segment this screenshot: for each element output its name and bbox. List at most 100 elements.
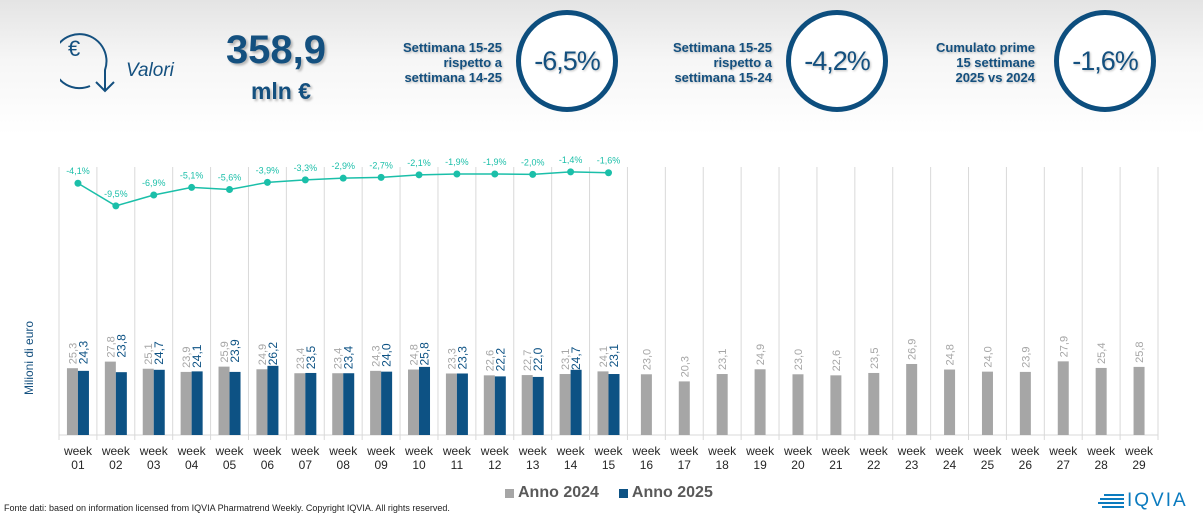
- variation-label: -2,0%: [521, 157, 545, 167]
- x-tick-label: week: [404, 444, 434, 458]
- data-label-2025: 22,2: [493, 348, 507, 372]
- x-tick-label: 04: [185, 458, 199, 472]
- x-tick-label: week: [177, 444, 207, 458]
- variation-point: [188, 183, 196, 191]
- x-tick-label: week: [215, 444, 245, 458]
- bar-2024: [1057, 361, 1069, 435]
- x-tick-label: 21: [829, 458, 843, 472]
- bar-2024: [521, 375, 533, 435]
- variation-point: [301, 176, 309, 184]
- kpi-label-line: Settimana 15-25: [673, 40, 772, 55]
- data-label-2024: 27,9: [1058, 336, 1070, 357]
- bar-2024: [483, 375, 495, 435]
- x-tick-label: week: [1048, 444, 1078, 458]
- x-tick-label: week: [935, 444, 965, 458]
- kpi-circle-week-vs-last-year: -4,2%: [786, 10, 888, 112]
- x-tick-label: week: [821, 444, 851, 458]
- weekly-sales-chart: 25,324,3week0127,823,8week0225,124,7week…: [58, 155, 1159, 472]
- bar-2025: [153, 369, 165, 435]
- x-tick-label: 12: [488, 458, 502, 472]
- kpi-circle-cumulative: -1,6%: [1054, 10, 1156, 112]
- bar-2024: [678, 381, 690, 435]
- x-tick-label: 15: [602, 458, 616, 472]
- data-label-2024: 27,8: [105, 336, 117, 357]
- x-tick-label: 13: [526, 458, 540, 472]
- x-tick-label: week: [252, 444, 282, 458]
- data-label-2024: 24,1: [598, 346, 610, 367]
- data-label-2024: 25,9: [219, 341, 231, 362]
- bar-2024: [597, 371, 609, 435]
- x-tick-label: week: [669, 444, 699, 458]
- legend-swatch-2024: [505, 488, 514, 498]
- data-label-2024: 23,9: [181, 346, 193, 367]
- bar-2024: [640, 374, 652, 435]
- bar-2024: [445, 373, 457, 435]
- x-tick-label: 10: [412, 458, 426, 472]
- x-tick-label: week: [518, 444, 548, 458]
- variation-label: -1,6%: [597, 156, 621, 166]
- x-tick-label: week: [1124, 444, 1154, 458]
- variation-point: [226, 186, 234, 194]
- x-tick-label: 07: [299, 458, 313, 472]
- x-tick-label: 26: [1019, 458, 1033, 472]
- x-tick-label: week: [139, 444, 169, 458]
- kpi-label-week-vs-prev-week: Settimana 15-25 rispetto a settimana 14-…: [360, 40, 502, 85]
- data-label-2024: 22,7: [522, 350, 534, 371]
- variation-label: -3,3%: [294, 163, 318, 173]
- x-tick-label: 06: [261, 458, 275, 472]
- data-label-2025: 22,0: [531, 347, 545, 371]
- legend-item-2024: Anno 2024: [505, 484, 599, 502]
- variation-label: -6,9%: [142, 178, 166, 188]
- x-tick-label: week: [442, 444, 472, 458]
- bar-2025: [419, 366, 431, 435]
- bar-2025: [381, 371, 393, 435]
- euro-down-arrow-icon: €: [60, 33, 115, 93]
- x-tick-label: week: [783, 444, 813, 458]
- data-label-2024: 23,1: [717, 349, 729, 370]
- data-label-2025: 24,7: [569, 346, 583, 370]
- data-label-2024: 24,3: [371, 345, 383, 366]
- iqvia-logo: IQVIA: [1098, 490, 1188, 512]
- data-label-2024: 25,1: [143, 343, 155, 364]
- x-tick-label: 25: [981, 458, 995, 472]
- bar-2024: [104, 361, 116, 435]
- x-tick-label: 23: [905, 458, 919, 472]
- x-tick-label: week: [556, 444, 586, 458]
- bar-2024: [981, 371, 993, 435]
- bar-2025: [267, 365, 279, 435]
- variation-point: [150, 191, 158, 199]
- kpi-label-line: 2025 vs 2024: [955, 70, 1035, 85]
- data-label-2025: 24,3: [76, 341, 90, 365]
- x-tick-label: week: [480, 444, 510, 458]
- x-tick-label: week: [63, 444, 93, 458]
- kpi-value: -1,6%: [1072, 45, 1139, 76]
- x-tick-label: 22: [867, 458, 881, 472]
- x-tick-label: week: [101, 444, 131, 458]
- data-label-2024: 23,0: [641, 349, 653, 370]
- data-label-2025: 24,7: [152, 341, 166, 365]
- bar-2024: [142, 368, 154, 435]
- variation-point: [453, 170, 461, 178]
- data-label-2024: 25,8: [1134, 341, 1146, 362]
- x-tick-label: 24: [943, 458, 957, 472]
- kpi-label-line: 15 settimane: [956, 55, 1035, 70]
- bar-2024: [256, 369, 268, 435]
- data-label-2025: 23,9: [228, 339, 242, 363]
- variation-label: -2,9%: [331, 161, 355, 171]
- variation-label: -5,1%: [180, 170, 204, 180]
- variation-point: [263, 178, 271, 186]
- variation-point: [567, 168, 575, 176]
- kpi-label-line: Settimana 15-25: [403, 40, 502, 55]
- x-tick-label: 14: [564, 458, 578, 472]
- bar-2024: [180, 371, 192, 435]
- bar-2024: [559, 374, 571, 435]
- variation-point: [415, 171, 423, 179]
- data-label-2025: 23,5: [304, 346, 318, 370]
- kpi-label-week-vs-last-year: Settimana 15-25 rispetto a settimana 15-…: [630, 40, 772, 85]
- bar-2025: [115, 372, 127, 435]
- x-tick-label: 01: [71, 458, 85, 472]
- x-tick-label: 29: [1132, 458, 1146, 472]
- bar-2024: [906, 363, 918, 435]
- variation-point: [74, 179, 82, 187]
- legend-label: Anno 2024: [518, 484, 599, 501]
